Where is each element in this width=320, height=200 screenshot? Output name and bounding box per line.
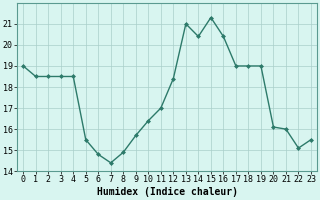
X-axis label: Humidex (Indice chaleur): Humidex (Indice chaleur) [97, 187, 237, 197]
